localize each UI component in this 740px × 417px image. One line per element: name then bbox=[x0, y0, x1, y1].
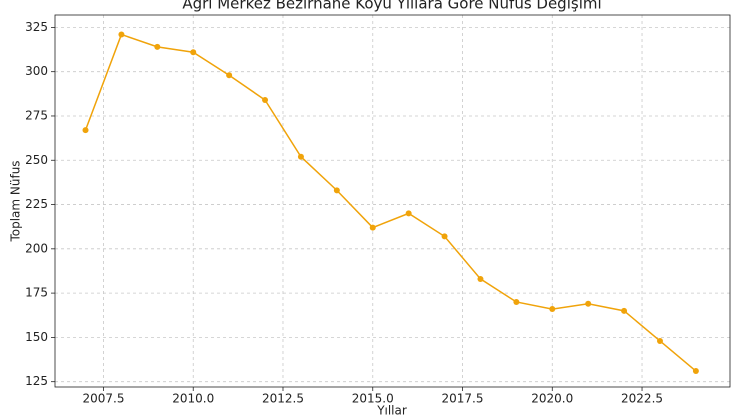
data-point bbox=[190, 49, 197, 56]
data-point bbox=[262, 97, 269, 104]
x-tick-label: 2007.5 bbox=[82, 392, 124, 406]
x-tick-label: 2010.0 bbox=[172, 392, 214, 406]
chart-title: Ağrı Merkez Bezirhane Köyü Yıllara Göre … bbox=[182, 0, 601, 13]
y-tick-label: 225 bbox=[25, 197, 48, 211]
y-tick-label: 300 bbox=[25, 64, 48, 78]
y-tick-label: 175 bbox=[25, 286, 48, 300]
data-line bbox=[84, 33, 697, 372]
data-point bbox=[154, 43, 161, 50]
x-axis-label: Yıllar bbox=[376, 404, 407, 417]
y-tick-label: 125 bbox=[25, 374, 48, 388]
y-tick-label: 275 bbox=[25, 108, 48, 122]
x-tick-label: 2015.0 bbox=[352, 392, 394, 406]
y-tick-label: 200 bbox=[25, 241, 48, 255]
x-tick-label: 2017.5 bbox=[442, 392, 484, 406]
data-point bbox=[477, 275, 484, 282]
data-point bbox=[82, 127, 89, 134]
data-point bbox=[333, 187, 340, 194]
x-tick-label: 2020.0 bbox=[531, 392, 573, 406]
data-point bbox=[297, 153, 304, 160]
data-point bbox=[621, 307, 628, 314]
data-point bbox=[549, 306, 556, 313]
data-point bbox=[369, 224, 376, 231]
x-tick-label: 2012.5 bbox=[262, 392, 304, 406]
data-point bbox=[692, 368, 699, 375]
data-point bbox=[513, 298, 520, 305]
data-point bbox=[226, 72, 233, 79]
data-point bbox=[118, 31, 125, 38]
y-axis-label: Toplam Nüfus bbox=[9, 160, 23, 242]
data-point bbox=[656, 337, 663, 344]
y-tick-label: 250 bbox=[25, 153, 48, 167]
data-point bbox=[405, 210, 412, 217]
y-tick-label: 150 bbox=[25, 330, 48, 344]
x-tick-label: 2022.5 bbox=[621, 392, 663, 406]
data-point bbox=[441, 233, 448, 240]
plot-frame bbox=[54, 14, 731, 388]
data-point bbox=[585, 300, 592, 307]
y-tick-label: 325 bbox=[25, 20, 48, 34]
